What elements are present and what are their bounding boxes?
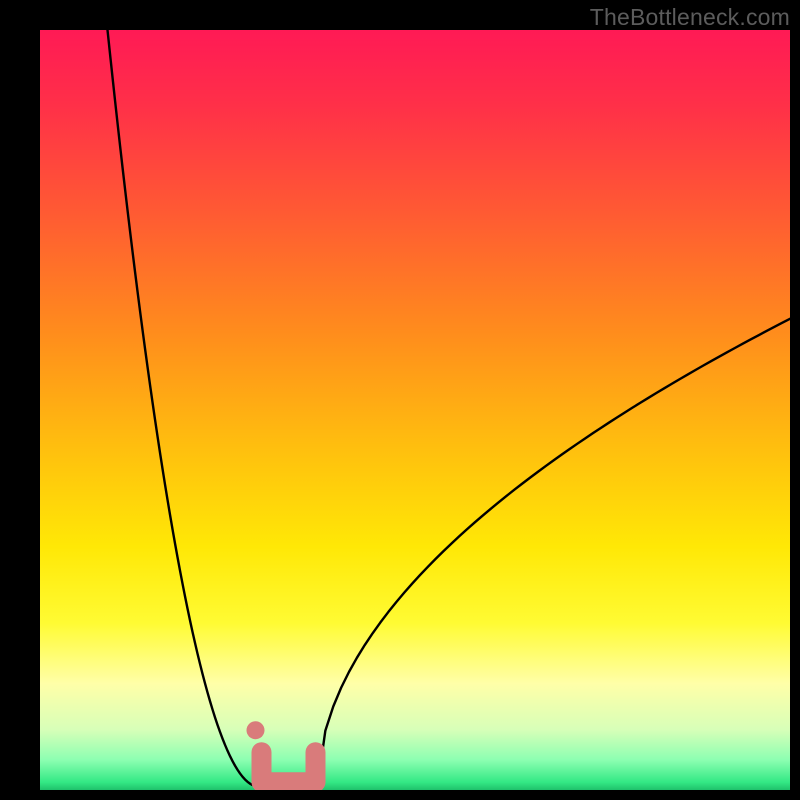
bottleneck-curve	[108, 30, 791, 786]
chart-stage: TheBottleneck.com	[0, 0, 800, 800]
watermark-text: TheBottleneck.com	[590, 4, 790, 31]
plot-area	[40, 30, 790, 790]
curve-layer	[40, 30, 790, 790]
floor-marker-dot	[247, 721, 265, 739]
floor-marker	[262, 752, 316, 782]
